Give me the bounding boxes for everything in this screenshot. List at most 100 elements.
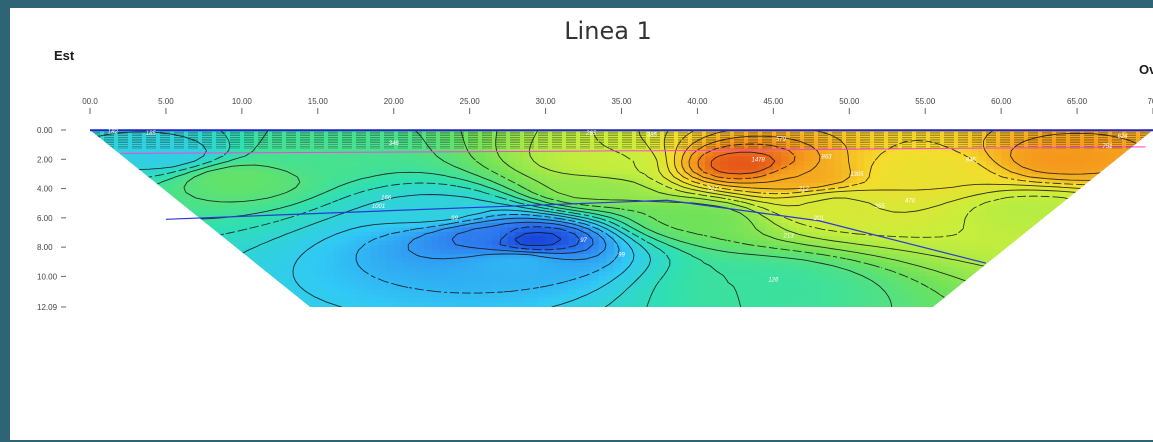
heatmap-cell	[697, 138, 706, 145]
heatmap-cell	[386, 267, 395, 273]
heatmap-cell	[393, 214, 403, 220]
heatmap-cell	[317, 253, 327, 260]
heatmap-cell	[348, 240, 357, 246]
heatmap-cell	[682, 245, 691, 251]
heatmap-cell	[674, 143, 684, 149]
heatmap-cell	[978, 245, 987, 251]
heatmap-cell	[279, 160, 289, 167]
heatmap-cell	[803, 200, 813, 207]
heatmap-cell	[477, 191, 486, 198]
heatmap-cell	[917, 138, 927, 145]
heatmap-cell	[963, 147, 972, 153]
heatmap-cell	[1046, 245, 1056, 251]
heatmap-cell	[720, 134, 729, 140]
heatmap-cell	[727, 262, 737, 268]
heatmap-cell	[1122, 196, 1132, 202]
heatmap-cell	[188, 174, 198, 180]
heatmap-cell	[636, 267, 646, 273]
heatmap-cell	[173, 245, 182, 251]
heatmap-cell	[1069, 280, 1078, 286]
heatmap-cell	[1122, 231, 1132, 237]
heatmap-cell	[803, 183, 813, 189]
heatmap-cell	[606, 143, 615, 149]
heatmap-cell	[272, 205, 281, 211]
heatmap-cell	[1107, 134, 1116, 140]
heatmap-cell	[272, 160, 281, 167]
heatmap-cell	[363, 147, 372, 153]
heatmap-cell	[424, 214, 433, 220]
heatmap-cell	[1031, 222, 1040, 229]
heatmap-cell	[348, 271, 357, 277]
heatmap-cell	[932, 200, 942, 207]
heatmap-cell	[355, 200, 365, 207]
heatmap-cell	[841, 209, 851, 215]
heatmap-cell	[120, 147, 129, 153]
heatmap-cell	[773, 271, 782, 277]
heatmap-cell	[1016, 245, 1025, 251]
heatmap-cell	[181, 174, 190, 180]
heatmap-cell	[887, 143, 896, 149]
heatmap-cell	[158, 218, 167, 224]
heatmap-cell	[575, 231, 585, 237]
heatmap-cell	[689, 267, 699, 273]
heatmap-cell	[1077, 262, 1086, 268]
heatmap-cell	[90, 271, 99, 277]
heatmap-cell	[522, 191, 532, 198]
heatmap-cell	[621, 178, 630, 184]
heatmap-cell	[689, 280, 699, 286]
heatmap-cell	[644, 218, 653, 224]
heatmap-cell	[925, 214, 934, 220]
heatmap-cell	[1115, 253, 1124, 260]
heatmap-cell	[667, 165, 676, 171]
heatmap-cell	[90, 253, 99, 260]
heatmap-cell	[317, 231, 327, 237]
heatmap-cell	[932, 143, 942, 149]
heatmap-cell	[188, 227, 198, 233]
heatmap-cell	[796, 169, 805, 176]
heatmap-cell	[257, 280, 266, 286]
heatmap-cell	[378, 240, 387, 246]
heatmap-cell	[173, 222, 182, 229]
heatmap-cell	[492, 138, 501, 145]
heatmap-cell	[325, 160, 334, 167]
heatmap-cell	[295, 138, 304, 145]
heatmap-cell	[378, 134, 387, 140]
heatmap-cell	[963, 262, 972, 268]
heatmap-cell	[249, 249, 258, 255]
heatmap-cell	[621, 231, 630, 237]
heatmap-cell	[910, 196, 919, 202]
heatmap-cell	[864, 205, 873, 211]
heatmap-cell	[1023, 143, 1033, 149]
heatmap-cell	[446, 160, 456, 167]
heatmap-cell	[659, 183, 668, 189]
heatmap-cell	[727, 253, 737, 260]
heatmap-cell	[932, 147, 942, 153]
heatmap-cell	[439, 253, 448, 260]
heatmap-cell	[629, 236, 638, 242]
heatmap-cell	[219, 187, 228, 193]
heatmap-cell	[879, 200, 889, 207]
heatmap-cell	[295, 191, 304, 198]
heatmap-cell	[765, 258, 775, 264]
heatmap-cell	[439, 284, 448, 291]
heatmap-cell	[727, 196, 737, 202]
heatmap-cell	[705, 196, 714, 202]
heatmap-cell	[1084, 160, 1094, 167]
heatmap-cell	[902, 156, 911, 162]
heatmap-cell	[105, 222, 114, 229]
heatmap-cell	[1054, 165, 1063, 171]
heatmap-cell	[545, 187, 554, 193]
heatmap-cell	[925, 249, 934, 255]
heatmap-cell	[165, 262, 175, 268]
heatmap-cell	[758, 271, 767, 277]
heatmap-cell	[644, 280, 653, 286]
heatmap-cell	[606, 160, 615, 167]
heatmap-cell	[887, 183, 896, 189]
heatmap-cell	[181, 262, 190, 268]
heatmap-cell	[1061, 191, 1071, 198]
heatmap-cell	[1046, 267, 1056, 273]
heatmap-cell	[370, 174, 380, 180]
heatmap-cell	[439, 276, 448, 282]
heatmap-cell	[925, 236, 934, 242]
heatmap-cell	[712, 240, 722, 246]
